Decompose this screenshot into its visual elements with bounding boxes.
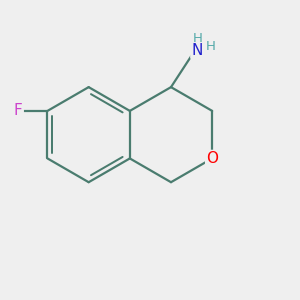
Text: N: N bbox=[191, 43, 203, 58]
Text: H: H bbox=[193, 32, 202, 45]
Text: F: F bbox=[14, 103, 23, 118]
Text: O: O bbox=[206, 151, 218, 166]
Text: H: H bbox=[206, 40, 216, 53]
